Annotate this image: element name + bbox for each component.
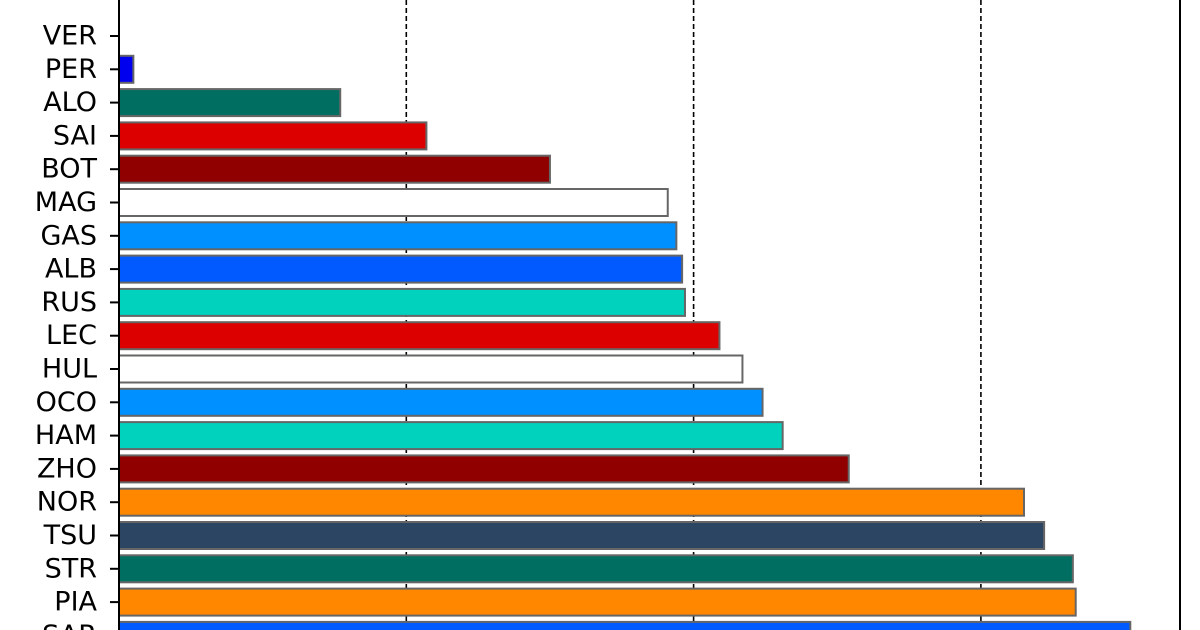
bar-bot xyxy=(118,154,551,184)
bar-sai xyxy=(118,121,428,151)
bar-lec xyxy=(118,321,721,351)
y-tick-label: HAM xyxy=(35,420,97,451)
y-tick-label: MAG xyxy=(35,187,97,218)
y-tick-label: SAR xyxy=(42,620,97,630)
y-tick-label: NOR xyxy=(37,487,97,518)
y-tick-label: ALO xyxy=(43,87,97,118)
category-labels: VERPERALOSAIBOTMAGGASALBRUSLECHULOCOHAMZ… xyxy=(35,21,98,630)
bar-str xyxy=(118,554,1074,584)
bar-oco xyxy=(118,387,764,417)
y-tick-label: TSU xyxy=(43,520,97,551)
y-tick-label: PIA xyxy=(54,587,97,618)
bar-alb xyxy=(118,254,684,284)
y-tick-label: GAS xyxy=(40,220,97,251)
bar-alo xyxy=(118,88,342,118)
bar-rus xyxy=(118,287,686,317)
bar-hul xyxy=(118,354,744,384)
axes xyxy=(110,0,1181,630)
y-tick-label: STR xyxy=(45,553,97,584)
bar-gas xyxy=(118,221,678,251)
y-tick-label: RUS xyxy=(41,287,97,318)
bar-zho xyxy=(118,454,850,484)
bar-ham xyxy=(118,421,784,451)
bars xyxy=(118,54,1132,630)
bar-per xyxy=(118,54,135,84)
bar-nor xyxy=(118,487,1025,517)
y-tick-label: PER xyxy=(45,54,97,85)
y-tick-label: HUL xyxy=(42,354,97,385)
y-tick-label: SAI xyxy=(53,120,97,151)
y-tick-label: ALB xyxy=(45,254,97,285)
y-tick-label: BOT xyxy=(41,154,97,185)
bar-tsu xyxy=(118,521,1046,550)
y-tick-label: LEC xyxy=(46,320,97,351)
bar-sar xyxy=(118,620,1132,630)
y-tick-label: ZHO xyxy=(37,453,97,484)
bar-mag xyxy=(118,188,669,217)
y-tick-label: OCO xyxy=(36,387,97,418)
y-tick-label: VER xyxy=(43,21,97,52)
bar-pia xyxy=(118,587,1077,617)
